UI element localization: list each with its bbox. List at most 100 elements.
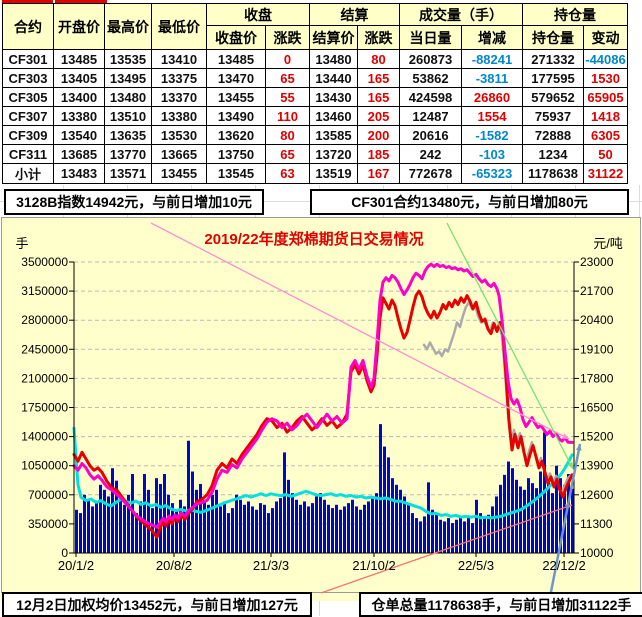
data-cell: 13750: [206, 144, 266, 164]
data-cell: 13485: [53, 49, 105, 69]
volume-bar: [435, 514, 438, 553]
data-cell: 1418: [583, 106, 628, 126]
left-tick-label: 700000: [28, 488, 68, 502]
left-tick-label: 1050000: [21, 459, 68, 473]
data-cell: -65323: [461, 163, 523, 184]
subheader-cell: 结算价: [309, 25, 358, 50]
volume-bar: [427, 482, 430, 553]
right-tick-label: 19100: [580, 342, 614, 356]
volume-bar: [279, 498, 282, 553]
subheader-cell: 持仓量: [522, 25, 584, 50]
volume-bar: [471, 523, 474, 553]
volume-bar: [119, 499, 122, 553]
volume-bar: [179, 499, 182, 553]
volume-bar: [375, 493, 378, 553]
subheader-cell: 增减: [461, 25, 523, 50]
data-cell: 579652: [522, 87, 584, 107]
green-trend-arrow: [567, 462, 573, 469]
data-cell: 13665: [151, 144, 207, 164]
right-tick-label: 12600: [580, 488, 614, 502]
volume-bar: [155, 478, 158, 553]
volume-bar: [419, 521, 422, 553]
table-row: CF301 13485 13535 13410 13485 0 13480 80 260873-…: [2, 49, 628, 69]
right-tick-label: 17800: [580, 371, 614, 385]
blue-trend-arrow: [576, 444, 582, 451]
volume-bar: [83, 494, 86, 553]
volume-bar: [367, 501, 370, 553]
volume-bar: [515, 479, 518, 553]
volume-bar: [287, 479, 290, 553]
right-axis-unit: 元/吨: [593, 236, 623, 251]
data-cell: 小计: [2, 163, 54, 184]
volume-bar: [211, 494, 214, 553]
data-cell: 13485: [206, 49, 266, 69]
volume-bar: [99, 484, 102, 553]
volume-bar: [491, 506, 494, 553]
volume-bar: [339, 509, 342, 553]
data-cell: CF301: [2, 49, 54, 69]
volume-bar: [467, 518, 470, 553]
data-cell: 165: [357, 68, 400, 88]
volume-bar: [263, 504, 266, 553]
data-cell: 13535: [104, 49, 152, 69]
right-tick-label: 16500: [580, 401, 614, 415]
data-cell: 13430: [309, 87, 358, 107]
table-row: 小计 13483 13571 13455 13545 63 13519 167 772678 -6…: [2, 163, 628, 184]
volume-bar: [239, 499, 242, 553]
data-cell: 242: [399, 144, 462, 164]
data-cell: 1554: [461, 106, 523, 126]
left-tick-label: 2800000: [21, 313, 68, 327]
header-cell: 最高价: [104, 3, 152, 50]
futures-chart: 2019/22年度郑棉期货日交易情况 手 元/吨 0 10000 350000 11300 7…: [1, 217, 641, 594]
volume-bar: [403, 496, 406, 553]
volume-bar: [247, 501, 250, 553]
x-tick-label: 21/3/3: [253, 558, 289, 573]
data-cell: 13410: [151, 49, 207, 69]
volume-bar: [231, 508, 234, 553]
volume-bar: [75, 509, 78, 553]
left-tick-label: 0: [61, 546, 68, 560]
right-tick-label: 21700: [580, 284, 614, 298]
left-axis-unit: 手: [15, 236, 28, 251]
volume-bar: [383, 446, 386, 553]
header-cell: 最低价: [151, 3, 207, 50]
data-cell: 20616: [399, 125, 462, 145]
data-cell: 13440: [309, 68, 358, 88]
volume-bar: [311, 503, 314, 553]
data-cell: 65: [265, 68, 310, 88]
volume-bar: [355, 506, 358, 553]
volume-bar: [559, 478, 562, 553]
volume-bar: [359, 509, 362, 553]
volume-bar: [455, 519, 458, 553]
volume-bar: [411, 513, 414, 553]
data-cell: 65905: [583, 87, 628, 107]
volume-bar: [87, 498, 90, 553]
volume-bar: [139, 501, 142, 553]
data-cell: 13510: [104, 106, 152, 126]
left-tick-label: 350000: [28, 517, 68, 531]
volume-bar: [323, 499, 326, 553]
data-cell: 53862: [399, 68, 462, 88]
left-tick-label: 2100000: [21, 371, 68, 385]
x-tick-label: 22/12/2: [542, 558, 585, 573]
data-cell: 165: [357, 87, 400, 107]
data-cell: -103: [461, 144, 523, 164]
yellow-strip: [0, 593, 642, 601]
data-cell: -44086: [583, 49, 628, 69]
volume-bar: [399, 489, 402, 553]
data-cell: 13370: [151, 87, 207, 107]
data-cell: 13530: [151, 125, 207, 145]
volume-bar: [283, 452, 286, 553]
volume-bar: [199, 483, 202, 553]
data-cell: 65: [265, 144, 310, 164]
data-cell: 26860: [461, 87, 523, 107]
volume-bar: [363, 504, 366, 553]
subheader-cell: 涨跌: [265, 25, 310, 50]
volume-bar: [235, 494, 238, 553]
data-cell: 13540: [53, 125, 105, 145]
volume-bar: [459, 516, 462, 553]
green-trend: [446, 222, 574, 470]
data-cell: 31122: [583, 163, 628, 184]
data-cell: 260873: [399, 49, 462, 69]
